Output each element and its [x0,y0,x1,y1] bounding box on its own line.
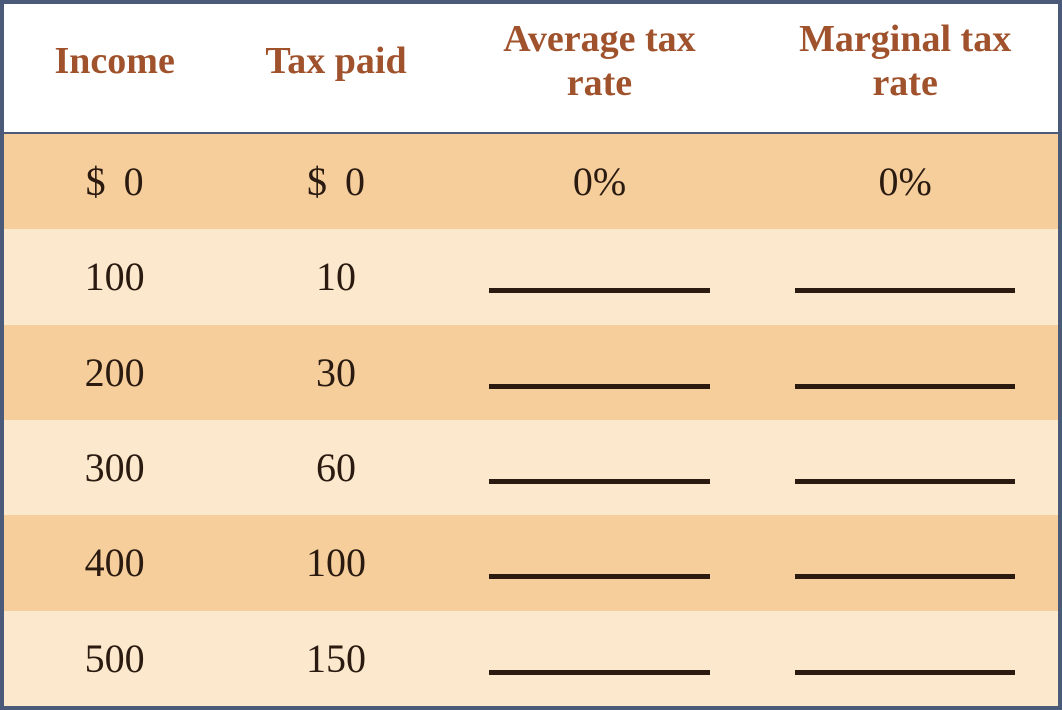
income-value: 100 [4,253,225,300]
table-row: $ 0 $ 0 0% 0% [4,134,1058,229]
income-value: 400 [4,539,225,586]
cell-income: 300 [4,420,225,515]
col-header-avgrate-l2: rate [567,62,632,106]
blank-input-line[interactable] [489,479,709,484]
table-row: 300 60 [4,420,1058,515]
col-header-income: Income [4,4,225,120]
income-value: 500 [4,635,225,682]
blank-input-line[interactable] [489,670,709,675]
cell-marrate: 0% [752,134,1058,229]
blank-input-line[interactable] [795,574,1015,579]
table-row: 200 30 [4,325,1058,420]
table-header-row: Income Tax paid Average tax rate Margina… [4,4,1058,134]
avgrate-value: 0% [447,158,753,205]
currency-prefix: $ [307,158,327,205]
cell-marrate [752,325,1058,420]
tax-table: Income Tax paid Average tax rate Margina… [0,0,1062,710]
cell-avgrate [447,229,753,324]
blank-input-line[interactable] [489,574,709,579]
cell-taxpaid: 10 [225,229,446,324]
taxpaid-value: 100 [225,539,446,586]
currency-prefix: $ [86,158,106,205]
blank-input-line[interactable] [795,479,1015,484]
cell-avgrate [447,515,753,610]
taxpaid-value: 10 [225,253,446,300]
cell-income: 100 [4,229,225,324]
blank-input-line[interactable] [795,288,1015,293]
cell-taxpaid: 30 [225,325,446,420]
taxpaid-value: 150 [225,635,446,682]
cell-taxpaid: $ 0 [225,134,446,229]
cell-taxpaid: 100 [225,515,446,610]
marrate-value: 0% [752,158,1058,205]
income-value: 0 [124,158,144,205]
cell-avgrate: 0% [447,134,753,229]
income-value: 300 [4,444,225,491]
col-header-marrate: Marginal tax rate [752,4,1058,120]
cell-marrate [752,611,1058,706]
table-row: 100 10 [4,229,1058,324]
cell-income: $ 0 [4,134,225,229]
cell-income: 500 [4,611,225,706]
cell-avgrate [447,611,753,706]
blank-input-line[interactable] [489,288,709,293]
col-header-taxpaid-l2: Tax paid [265,40,406,84]
table-row: 400 100 [4,515,1058,610]
blank-input-line[interactable] [795,670,1015,675]
cell-marrate [752,420,1058,515]
taxpaid-value: 60 [225,444,446,491]
blank-input-line[interactable] [489,384,709,389]
income-value: 200 [4,349,225,396]
blank-input-line[interactable] [795,384,1015,389]
taxpaid-value: 0 [345,158,365,205]
table-row: 500 150 [4,611,1058,706]
cell-marrate [752,229,1058,324]
cell-taxpaid: 60 [225,420,446,515]
col-header-income-l2: Income [55,40,175,84]
cell-taxpaid: 150 [225,611,446,706]
col-header-marrate-l1: Marginal tax [799,18,1011,62]
cell-avgrate [447,325,753,420]
cell-marrate [752,515,1058,610]
cell-income: 200 [4,325,225,420]
col-header-taxpaid: Tax paid [225,4,446,120]
col-header-marrate-l2: rate [872,62,937,106]
table-body: $ 0 $ 0 0% 0% 100 10 [4,134,1058,706]
cell-avgrate [447,420,753,515]
taxpaid-value: 30 [225,349,446,396]
col-header-avgrate: Average tax rate [447,4,753,120]
col-header-avgrate-l1: Average tax [503,18,695,62]
cell-income: 400 [4,515,225,610]
